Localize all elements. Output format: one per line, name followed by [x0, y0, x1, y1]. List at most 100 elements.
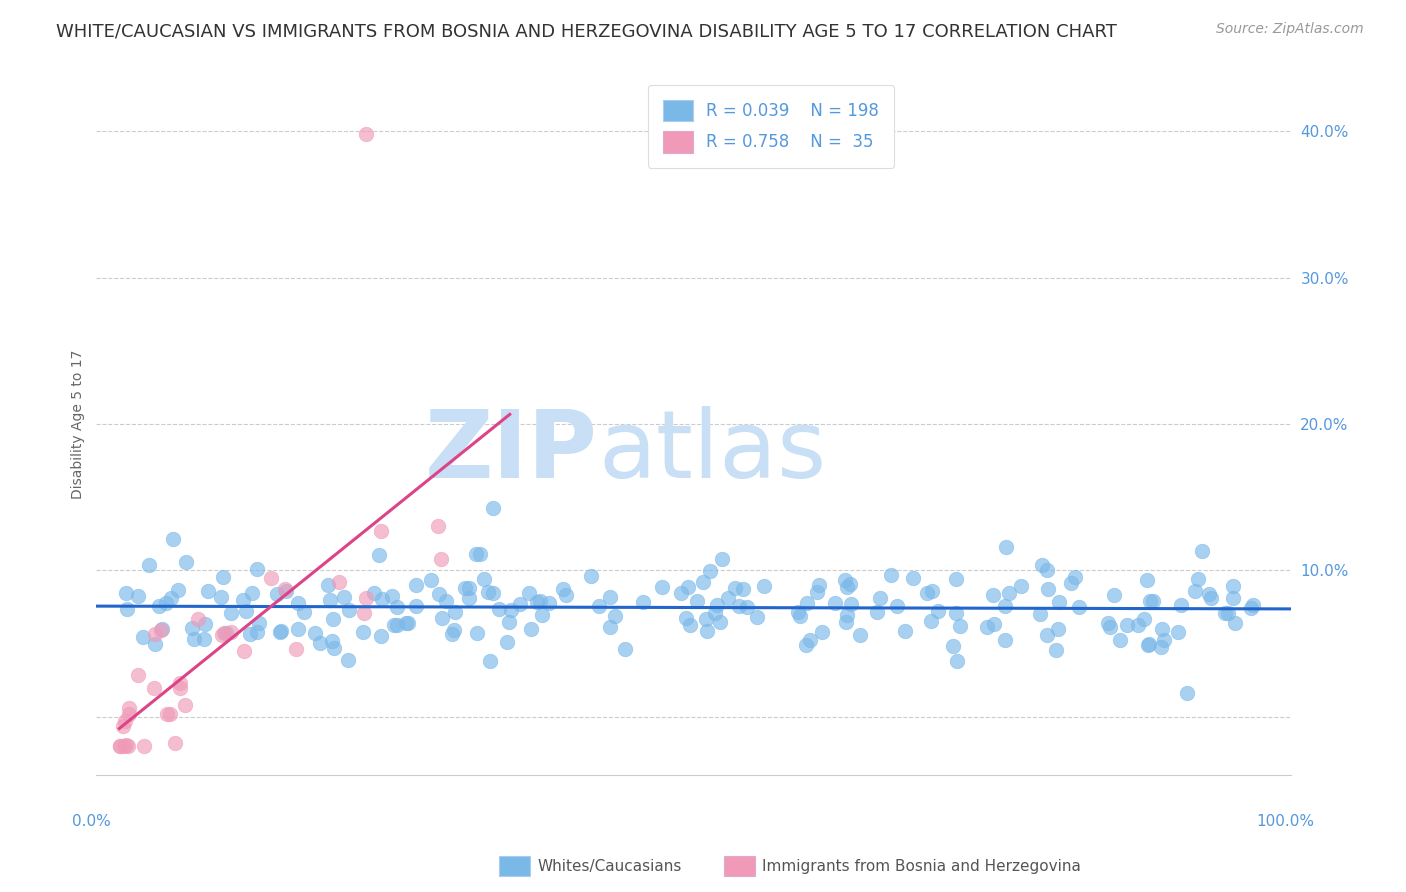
Point	[430, 611, 453, 625]
Point	[1175, 685, 1198, 699]
Point	[194, 616, 217, 631]
Point	[474, 572, 496, 586]
Point	[169, 681, 191, 695]
Point	[384, 618, 406, 632]
Point	[1115, 618, 1137, 632]
Point	[212, 569, 235, 583]
Point	[835, 580, 858, 594]
Point	[731, 582, 754, 596]
Point	[426, 519, 449, 533]
Point	[240, 586, 263, 600]
Point	[143, 681, 166, 695]
Point	[1191, 544, 1213, 558]
Point	[186, 612, 208, 626]
Point	[405, 599, 427, 613]
Text: Immigrants from Bosnia and Herzegovina: Immigrants from Bosnia and Herzegovina	[762, 859, 1081, 873]
Point	[322, 612, 344, 626]
Point	[221, 606, 243, 620]
Point	[1099, 620, 1122, 634]
Point	[117, 739, 139, 753]
Point	[727, 599, 749, 613]
Point	[155, 596, 177, 610]
Point	[946, 655, 969, 669]
Point	[427, 586, 450, 600]
Point	[710, 552, 733, 566]
Point	[824, 596, 846, 610]
Point	[270, 624, 292, 638]
Point	[454, 581, 477, 595]
Point	[173, 698, 195, 712]
Point	[1010, 579, 1032, 593]
Point	[441, 627, 464, 641]
Point	[110, 739, 132, 753]
Point	[1152, 622, 1174, 636]
Point	[167, 582, 190, 597]
Point	[1167, 624, 1189, 639]
Point	[368, 548, 391, 562]
Point	[1046, 623, 1069, 637]
Point	[111, 719, 134, 733]
Text: WHITE/CAUCASIAN VS IMMIGRANTS FROM BOSNIA AND HERZEGOVINA DISABILITY AGE 5 TO 17: WHITE/CAUCASIAN VS IMMIGRANTS FROM BOSNI…	[56, 22, 1118, 40]
Point	[108, 739, 131, 753]
Point	[308, 635, 330, 649]
Point	[880, 567, 903, 582]
Point	[162, 533, 184, 547]
Point	[915, 586, 938, 600]
Point	[1225, 616, 1247, 631]
Point	[1198, 587, 1220, 601]
Point	[942, 640, 965, 654]
Point	[839, 577, 862, 591]
Point	[920, 614, 942, 628]
Point	[1126, 618, 1149, 632]
Point	[695, 612, 717, 626]
Point	[396, 616, 419, 631]
Point	[465, 547, 488, 561]
Point	[328, 575, 350, 590]
Point	[685, 594, 707, 608]
Point	[676, 580, 699, 594]
Point	[134, 739, 156, 753]
Point	[709, 615, 731, 629]
Point	[696, 624, 718, 638]
Point	[1109, 633, 1132, 648]
Point	[246, 562, 269, 576]
Point	[181, 621, 204, 635]
Point	[1036, 628, 1059, 642]
Point	[499, 603, 522, 617]
Point	[1031, 558, 1053, 572]
Point	[354, 128, 377, 142]
Point	[160, 591, 183, 605]
Point	[1064, 570, 1087, 584]
Point	[1029, 607, 1052, 621]
Point	[443, 605, 465, 619]
Point	[287, 596, 309, 610]
Point	[599, 591, 621, 605]
Point	[723, 581, 745, 595]
Point	[1150, 640, 1173, 655]
Point	[183, 632, 205, 647]
Point	[1199, 591, 1222, 605]
Point	[155, 706, 177, 721]
Point	[675, 611, 697, 625]
Point	[169, 676, 191, 690]
Point	[613, 642, 636, 657]
Point	[599, 620, 621, 634]
Point	[529, 593, 551, 607]
Point	[304, 626, 326, 640]
Point	[692, 574, 714, 589]
Point	[266, 587, 288, 601]
Point	[321, 633, 343, 648]
Point	[794, 638, 817, 652]
Point	[274, 582, 297, 597]
Point	[1036, 582, 1059, 596]
Point	[352, 625, 374, 640]
Point	[1060, 575, 1083, 590]
Point	[699, 564, 721, 578]
Point	[232, 593, 254, 607]
Point	[1218, 606, 1240, 620]
Point	[336, 652, 359, 666]
Point	[1241, 598, 1264, 612]
Point	[319, 592, 342, 607]
Point	[316, 578, 339, 592]
Point	[509, 597, 531, 611]
